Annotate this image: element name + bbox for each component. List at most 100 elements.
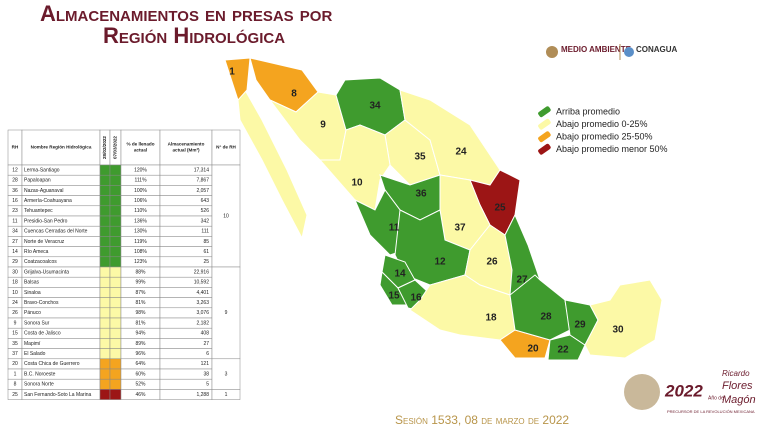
cell-text: 4,401 xyxy=(196,290,209,296)
logo-icon xyxy=(624,47,634,57)
cell-text: 5 xyxy=(206,382,209,388)
cell-text: 6 xyxy=(206,351,209,357)
cell-text: Sonora Norte xyxy=(24,382,54,388)
group-count: 10 xyxy=(223,213,229,219)
region-label: 12 xyxy=(434,257,446,268)
cell-text: 11 xyxy=(12,218,17,224)
cell-text: 46% xyxy=(135,392,146,398)
status-cell xyxy=(109,378,122,390)
status-cell xyxy=(99,297,111,309)
status-cell xyxy=(109,317,122,329)
region-label: 27 xyxy=(516,275,528,286)
group-count: 1 xyxy=(225,392,228,398)
cell-text: Coatzacoalcos xyxy=(24,259,57,265)
header-cell xyxy=(211,129,241,166)
region-label: 20 xyxy=(527,344,539,355)
status-cell xyxy=(99,287,111,298)
status-cell xyxy=(99,368,111,380)
status-cell xyxy=(99,327,111,339)
status-cell xyxy=(109,236,122,247)
status-cell xyxy=(99,276,111,288)
table: RH Nombre Región Hidrológica 28/02/2022 07/… xyxy=(7,129,241,400)
name: Flores xyxy=(722,380,753,392)
cell-text: 123% xyxy=(134,259,147,265)
region-label: 15 xyxy=(388,291,400,302)
region-label: 24 xyxy=(455,147,467,158)
status-cell xyxy=(109,307,122,319)
year-note: Año de xyxy=(708,395,724,401)
cell-text: Sinaloa xyxy=(24,290,41,296)
status-cell xyxy=(109,276,122,288)
legend-label: Arriba promedio xyxy=(556,106,620,116)
region-label: 1 xyxy=(229,67,235,78)
region-label: 25 xyxy=(494,203,506,214)
status-cell xyxy=(99,236,111,247)
cell-text: 120% xyxy=(134,167,147,173)
status-cell xyxy=(109,358,122,370)
cell-text: 34 xyxy=(12,229,18,235)
region-label: 36 xyxy=(415,189,427,200)
region-label: 37 xyxy=(454,223,466,234)
cell-text: 12 xyxy=(12,167,18,173)
cell-text: Bravo-Conchos xyxy=(24,300,59,306)
header-cell xyxy=(120,129,161,166)
cell-text: 16 xyxy=(12,198,18,204)
cell-text: 408 xyxy=(201,331,210,337)
cell-text: 2,182 xyxy=(196,320,209,326)
cell-text: 81% xyxy=(135,300,146,306)
region-label: 35 xyxy=(414,152,426,163)
map-region xyxy=(547,334,586,361)
cell-text: 25 xyxy=(12,392,18,398)
status-cell xyxy=(109,389,122,400)
cell-text: Sonora Sur xyxy=(24,320,50,326)
status-cell xyxy=(99,174,111,186)
cell-text: 526 xyxy=(201,208,210,214)
region-label: 14 xyxy=(394,269,406,280)
status-cell xyxy=(99,246,111,258)
cell-text: Río Ameca xyxy=(24,249,49,255)
cell-text: 3,076 xyxy=(196,310,209,316)
cell-text: 35 xyxy=(12,341,18,347)
region-label: 22 xyxy=(557,345,569,356)
status-cell xyxy=(99,225,111,237)
title-line: Región Hidrológica xyxy=(103,23,285,48)
cell-text: 3,263 xyxy=(196,300,209,306)
region-label: 28 xyxy=(540,312,552,323)
status-cell xyxy=(99,185,111,196)
legend-label: Abajo promedio menor 50% xyxy=(556,144,668,154)
status-cell xyxy=(99,164,111,176)
cell-text: Tehuantepec xyxy=(24,208,53,214)
cell-text: 10 xyxy=(12,290,18,296)
name: Magón xyxy=(722,394,756,406)
cell-text: 136% xyxy=(134,218,147,224)
baja-region xyxy=(237,89,308,240)
cell-text: 37 xyxy=(12,351,18,357)
cell-text: 36 xyxy=(12,188,18,194)
status-cell xyxy=(99,195,111,207)
cell-text: Presidio-San Pedro xyxy=(24,218,68,224)
cell-text: 20 xyxy=(12,361,18,367)
legend: Arriba promedio Abajo promedio 0-25% Abajo… xyxy=(538,106,668,155)
cell-text: Costa de Jalisco xyxy=(24,331,61,337)
region-label: 26 xyxy=(486,257,498,268)
cell-text: 52% xyxy=(135,382,146,388)
cell-text: 7,867 xyxy=(196,178,209,184)
cell-text: 30 xyxy=(12,269,18,275)
cell-text: 111 xyxy=(201,229,209,235)
cell-text: 61 xyxy=(203,249,209,255)
cell-text: 27 xyxy=(203,341,209,347)
year: 2022 xyxy=(664,381,703,400)
status-cell xyxy=(109,256,122,268)
status-cell xyxy=(99,389,111,400)
region-label: 10 xyxy=(351,178,363,189)
portrait xyxy=(624,374,660,410)
header-label: 28/02/2022 xyxy=(102,136,107,159)
cell-text: 130% xyxy=(134,229,147,235)
cell-text: 85 xyxy=(203,239,209,245)
header-label: RH xyxy=(12,145,19,150)
status-cell xyxy=(109,195,122,207)
cell-text: 60% xyxy=(135,371,146,377)
group-count: 9 xyxy=(225,310,228,316)
name: Ricardo xyxy=(722,369,750,378)
cell-text: 9 xyxy=(14,320,17,326)
